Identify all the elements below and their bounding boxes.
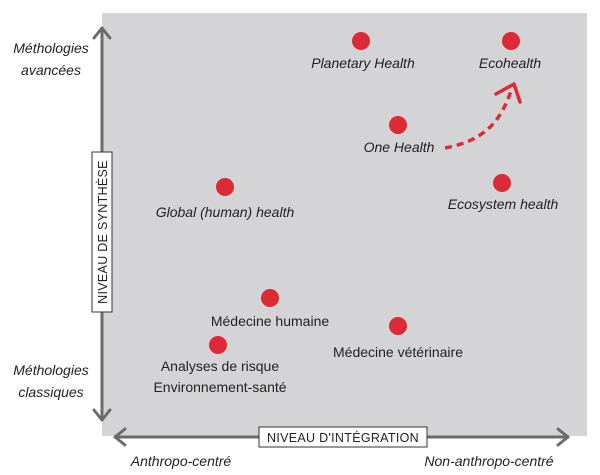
point-dot [502, 32, 520, 50]
plot-background [102, 13, 587, 436]
point-one-health: One Health [364, 116, 435, 155]
point-label: Ecosystem health [448, 196, 559, 212]
x-axis-title: NIVEAU D'INTÉGRATION [258, 426, 428, 448]
point-planetary-health: Planetary Health [311, 32, 415, 71]
point-dot [352, 32, 370, 50]
point-dot [389, 116, 407, 134]
y-axis-title: NIVEAU DE SYNTHÈSE [91, 151, 113, 313]
point-label: Planetary Health [311, 55, 415, 71]
point-global-human-health: Global (human) health [156, 178, 295, 220]
point-label-line: Ecosystem health [448, 196, 559, 212]
point-label: Ecohealth [479, 55, 541, 71]
y-top-label-line-2: avancées [21, 62, 81, 78]
point-dot [216, 178, 234, 196]
point-label: Médecine humaine [211, 313, 330, 329]
point-label-line: Médecine humaine [211, 313, 330, 329]
y-axis-title-text: NIVEAU DE SYNTHÈSE [95, 160, 110, 304]
point-analyses-de-risque: Analyses de risque Environnement-santé [153, 336, 287, 395]
point-label-line: Ecohealth [479, 55, 541, 71]
point-label-line: Médecine vétérinaire [333, 344, 463, 360]
point-label-line: Planetary Health [311, 55, 415, 71]
point-label: Global (human) health [156, 204, 295, 220]
point-label-line: One Health [364, 139, 435, 155]
point-ecosystem-health: Ecosystem health [448, 174, 559, 212]
point-label-line: Global (human) health [156, 204, 295, 220]
points-layer: Planetary Health Ecohealth One Health Gl… [153, 32, 558, 395]
point-ecohealth: Ecohealth [479, 32, 541, 71]
point-dot [261, 289, 279, 307]
point-dot [493, 174, 511, 192]
transition-arrow [444, 82, 522, 150]
point-label: Analyses de risque Environnement-santé [153, 358, 286, 395]
y-top-label-line-1: Méthologies [13, 40, 89, 56]
x-left-label: Anthropo-centré [130, 453, 232, 469]
point-dot [389, 317, 407, 335]
point-label: One Health [364, 139, 435, 155]
point-label-line: Analyses de risque [161, 358, 280, 374]
point-medecine-humaine: Médecine humaine [211, 289, 330, 329]
y-bottom-label-line-1: Méthologies [13, 362, 89, 378]
y-bottom-label-line-2: classiques [18, 384, 83, 400]
x-axis-title-text: NIVEAU D'INTÉGRATION [267, 430, 419, 445]
point-dot [209, 336, 227, 354]
x-right-label: Non-anthropo-centré [424, 453, 553, 469]
point-label: Médecine vétérinaire [333, 344, 463, 360]
point-medecine-veterinaire: Médecine vétérinaire [333, 317, 463, 360]
point-label-line: Environnement-santé [153, 379, 286, 395]
